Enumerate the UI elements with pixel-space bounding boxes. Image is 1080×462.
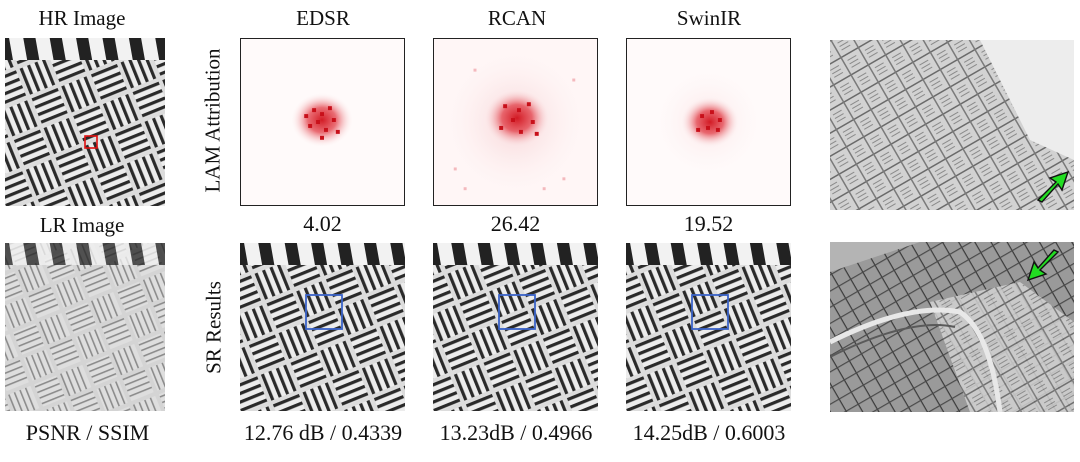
metric-header: PSNR / SSIM <box>25 420 150 445</box>
arrow-down-left-icon <box>1026 249 1060 282</box>
row-label-lam: LAM Attribution <box>200 48 225 193</box>
roi-box-blue <box>305 294 343 330</box>
lam-map-rcan <box>433 38 598 206</box>
lam-score-swinir: 19.52 <box>683 211 734 236</box>
lam-map-swinir <box>626 38 791 206</box>
lam-score-edsr: 4.02 <box>303 211 342 236</box>
roi-marker-red <box>84 135 98 149</box>
sr-result-edsr <box>240 243 405 411</box>
column-header-edsr: EDSR <box>296 6 350 30</box>
column-header-lr: LR Image <box>39 213 125 237</box>
column-header-hr: HR Image <box>38 6 126 30</box>
arrow-up-right-icon <box>1036 170 1070 203</box>
sr-result-swinir <box>626 243 791 411</box>
column-header-swinir: SwinIR <box>676 6 742 30</box>
row-label-sr: SR Results <box>201 281 226 374</box>
metric-rcan: 13.23dB / 0.4966 <box>439 420 593 445</box>
roi-box-blue <box>498 294 536 330</box>
sr-result-rcan <box>433 243 598 411</box>
lr-image <box>5 243 165 411</box>
lam-map-edsr <box>240 38 405 206</box>
sketch-image-bottom <box>830 242 1074 412</box>
lam-score-rcan: 26.42 <box>490 211 541 236</box>
column-header-rcan: RCAN <box>487 6 547 30</box>
metric-swinir: 14.25dB / 0.6003 <box>632 420 786 445</box>
roi-box-blue <box>691 294 729 330</box>
metric-edsr: 12.76 dB / 0.4339 <box>243 420 403 445</box>
sketch-image-top <box>830 40 1074 210</box>
hr-image <box>5 38 165 206</box>
